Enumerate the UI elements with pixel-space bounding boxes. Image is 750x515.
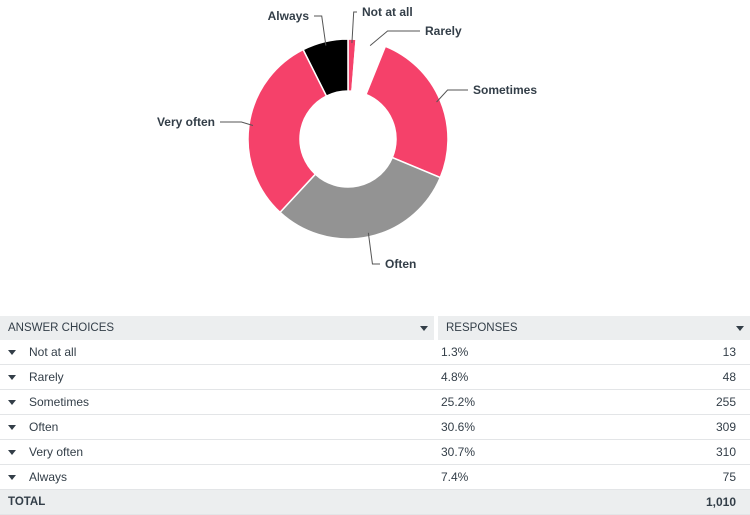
expand-caret-icon[interactable] [8, 474, 16, 480]
slice-label-not-at-all: Not at all [362, 5, 413, 19]
slice-label-very-often: Very often [157, 115, 215, 129]
answer-choices-header-label: ANSWER CHOICES [8, 322, 115, 334]
answer-choice-label: Often [29, 420, 59, 434]
answer-choice-cell[interactable]: Rarely [0, 364, 436, 390]
sort-caret-icon[interactable] [736, 325, 744, 331]
response-percent: 30.6% [436, 414, 616, 440]
total-label: TOTAL [0, 489, 436, 515]
response-count: 255 [616, 389, 750, 415]
answer-choice-cell[interactable]: Often [0, 414, 436, 440]
expand-caret-icon[interactable] [8, 399, 16, 405]
table-row: Always 7.4% 75 [0, 464, 750, 490]
total-count: 1,010 [616, 489, 750, 515]
expand-caret-icon[interactable] [8, 374, 16, 380]
slice-sometimes[interactable] [364, 45, 449, 179]
leader-line-always [314, 15, 327, 46]
response-count: 310 [616, 439, 750, 465]
table-row: Often 30.6% 309 [0, 414, 750, 440]
response-percent: 1.3% [436, 340, 616, 365]
slice-label-often: Often [385, 257, 416, 271]
slice-always[interactable] [302, 38, 349, 98]
answer-choice-label: Rarely [29, 370, 64, 384]
leader-line-very-often [220, 121, 254, 126]
leader-line-often [367, 232, 380, 265]
table-row: Rarely 4.8% 48 [0, 364, 750, 390]
sort-caret-icon[interactable] [420, 325, 428, 331]
expand-caret-icon[interactable] [8, 449, 16, 455]
slice-very-often[interactable] [247, 48, 328, 214]
table-body: Not at all 1.3% 13 Rarely 4.8% 48 Sometimes 25.… [0, 340, 750, 515]
response-percent: 4.8% [436, 364, 616, 390]
response-count: 309 [616, 414, 750, 440]
answer-choice-cell[interactable]: Always [0, 464, 436, 490]
slice-label-always: Always [268, 9, 310, 23]
response-count: 48 [616, 364, 750, 390]
expand-caret-icon[interactable] [8, 349, 16, 355]
table-row: Sometimes 25.2% 255 [0, 389, 750, 415]
expand-caret-icon[interactable] [8, 424, 16, 430]
total-row: TOTAL 1,010 [0, 489, 750, 515]
answer-choice-label: Not at all [29, 345, 77, 359]
response-count: 75 [616, 464, 750, 490]
donut-chart: Not at all Rarely Sometimes Often Very often… [157, 5, 537, 271]
leader-line-not-at-all [351, 11, 357, 44]
leader-line-rarely [369, 30, 420, 46]
slice-label-sometimes: Sometimes [473, 83, 537, 97]
response-count: 13 [616, 340, 750, 365]
responses-header[interactable]: RESPONSES [436, 316, 750, 340]
answer-choice-label: Sometimes [29, 395, 90, 409]
results-table: ANSWER CHOICES RESPONSES Not at all 1.3% 1… [0, 316, 750, 515]
slice-often[interactable] [278, 156, 442, 240]
leader-line-sometimes [436, 89, 468, 103]
total-percent [436, 489, 616, 515]
answer-choice-cell[interactable]: Very often [0, 439, 436, 465]
slice-label-rarely: Rarely [425, 24, 462, 38]
response-percent: 7.4% [436, 464, 616, 490]
answer-choices-header[interactable]: ANSWER CHOICES [0, 316, 438, 340]
answer-choice-cell[interactable]: Sometimes [0, 389, 436, 415]
answer-choice-cell[interactable]: Not at all [0, 340, 436, 365]
response-percent: 25.2% [436, 389, 616, 415]
response-percent: 30.7% [436, 439, 616, 465]
answer-choice-label: Very often [29, 445, 84, 459]
table-row: Very often 30.7% 310 [0, 439, 750, 465]
responses-header-label: RESPONSES [446, 322, 518, 334]
table-row: Not at all 1.3% 13 [0, 340, 750, 365]
table-header-row: ANSWER CHOICES RESPONSES [0, 316, 750, 340]
answer-choice-label: Always [29, 470, 68, 484]
donut-chart-svg: Not at all Rarely Sometimes Often Very often… [157, 5, 537, 271]
